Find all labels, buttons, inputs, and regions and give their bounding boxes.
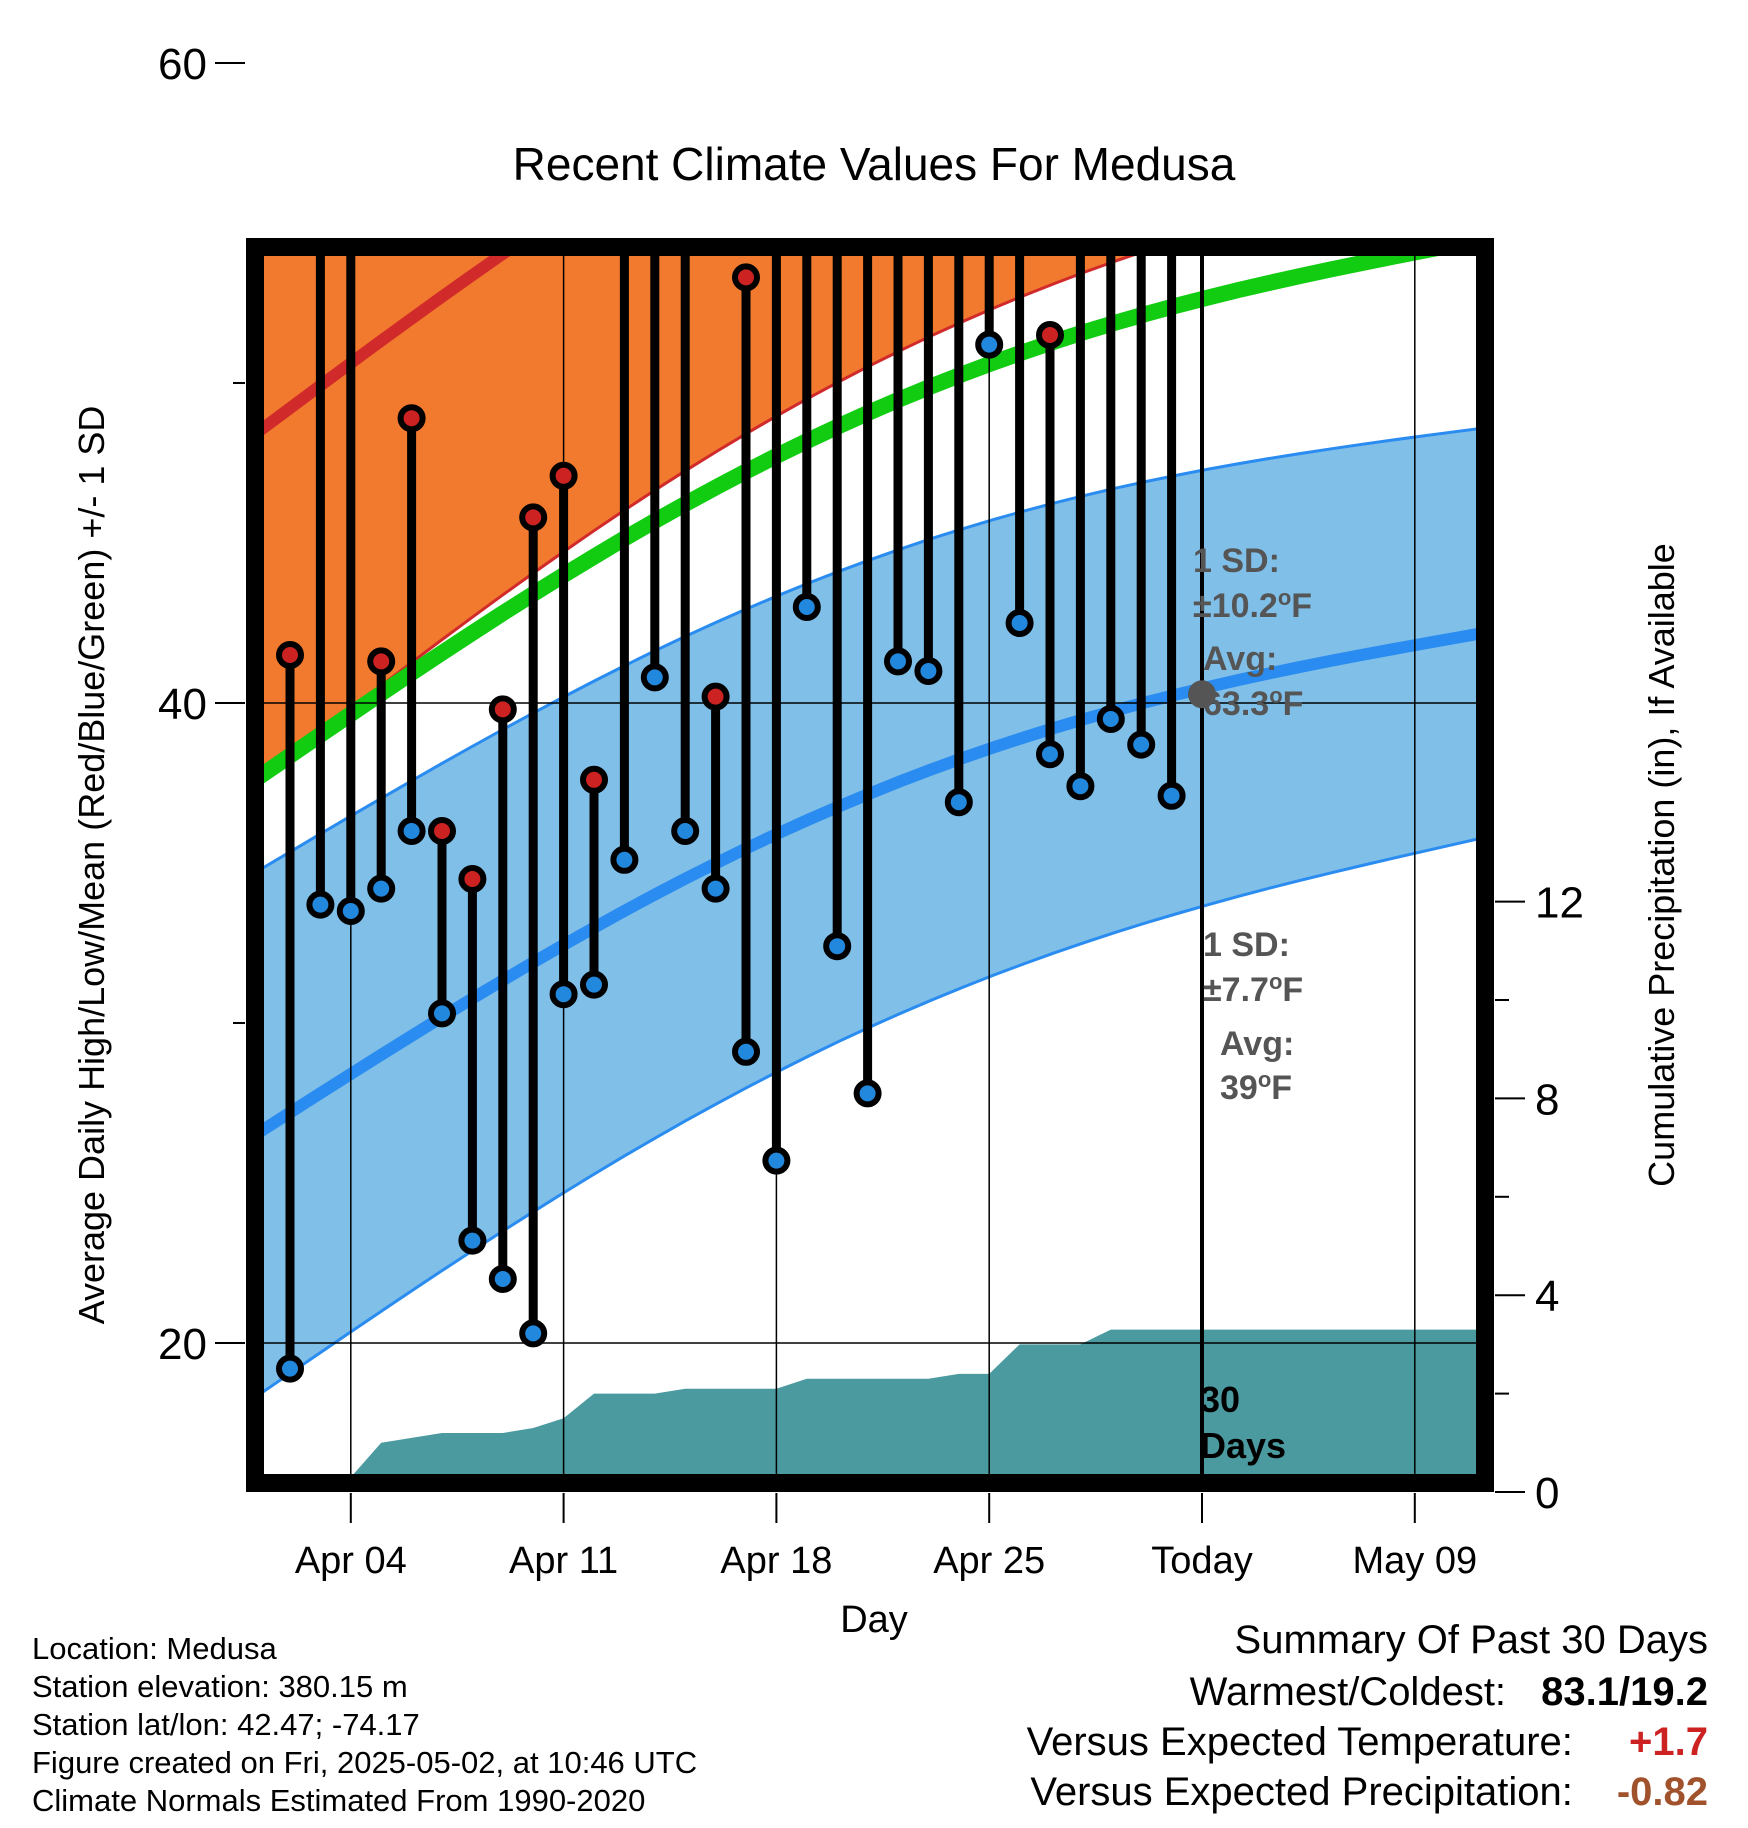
high-avg-label: Avg: (1203, 640, 1277, 678)
chart-title: Recent Climate Values For Medusa (513, 138, 1236, 190)
warm-cold-label: Warmest/Coldest: (1189, 1670, 1507, 1714)
high-point (549, 461, 578, 490)
low-point (488, 1265, 517, 1293)
precip-label: Versus Expected Precipitation: (1030, 1770, 1573, 1814)
low-point (975, 330, 1004, 359)
high-avg-value: 63.3oF (1203, 683, 1303, 723)
y2-tick-label: 0 (1535, 1469, 1559, 1518)
elevation-text: Station elevation: 380.15 m (32, 1669, 408, 1704)
y-tick-label: 20 (158, 1320, 207, 1369)
high-point (276, 641, 304, 669)
high-point (458, 865, 487, 893)
high-point (580, 765, 608, 794)
high-point (674, 0, 696, 10)
high-point (519, 503, 548, 532)
low-point (701, 874, 730, 903)
y-tick-label: 60 (158, 40, 207, 89)
x-tick-label: May 09 (1352, 1540, 1477, 1582)
temp-value: +1.7 (1629, 1720, 1708, 1764)
low-point (1096, 705, 1125, 733)
low-point (640, 663, 669, 692)
low-sd-label: 1 SD: (1203, 926, 1290, 964)
low-point (276, 1354, 304, 1383)
precip-value: -0.82 (1616, 1770, 1708, 1814)
x-tick-label: Apr 25 (933, 1540, 1045, 1582)
low-point (1005, 609, 1034, 637)
low-point (914, 657, 943, 685)
y2-tick-label: 8 (1535, 1075, 1559, 1124)
x-axis-label: Day (840, 1599, 908, 1641)
low-avg-value: 39oF (1220, 1067, 1292, 1107)
low-avg-label: Avg: (1220, 1025, 1294, 1063)
y-tick-label: 40 (158, 680, 207, 729)
low-point (549, 980, 578, 1009)
low-point (671, 817, 700, 845)
high-point (367, 647, 396, 676)
low-point (1036, 740, 1064, 769)
low-point (884, 647, 912, 676)
low-avg-marker (1188, 680, 1216, 709)
summary-title: Summary Of Past 30 Days (1234, 1618, 1708, 1662)
low-point (944, 788, 973, 817)
y2-axis-label: Cumulative Precipitation (in), If Availa… (1641, 543, 1682, 1187)
low-point (367, 874, 396, 903)
low-point (732, 1037, 760, 1066)
warm-cold-row: Warmest/Coldest: 83.1/19.2 (1190, 1670, 1708, 1715)
high-sd-band (255, 247, 1158, 783)
temp-label: Versus Expected Temperature: (1026, 1720, 1573, 1764)
high-normal-line (255, 247, 524, 440)
days-number: 30 (1200, 1379, 1240, 1420)
y2-tick-label: 4 (1535, 1272, 1559, 1321)
high-point (857, 46, 879, 68)
low-point (792, 593, 821, 621)
low-point (306, 890, 335, 919)
low-point (1157, 781, 1186, 810)
low-point (853, 1079, 882, 1108)
low-sd-value: ±7.7oF (1203, 969, 1303, 1009)
plot-inner: 1 SD: ±10.2oF Avg: 63.3oF 1 SD: ±7.7oF Avg: 39o… (255, 0, 1485, 1483)
low-point (519, 1319, 548, 1348)
normals-text: Climate Normals Estimated From 1990-2020 (32, 1783, 646, 1818)
low-point (1066, 772, 1095, 801)
low-point (610, 845, 639, 874)
high-point (1036, 321, 1064, 349)
high-sd-label: 1 SD: (1193, 542, 1280, 580)
plot-area: 1 SD: ±10.2oF Avg: 63.3oF 1 SD: ±7.7oF Avg: 39o… (158, 0, 1584, 1582)
y2-tick-label: 12 (1535, 879, 1584, 928)
precip-row: Versus Expected Precipitation: -0.82 (1030, 1770, 1708, 1815)
high-sd-value: ±10.2oF (1193, 585, 1312, 625)
high-point (701, 682, 730, 711)
plot-frame (246, 238, 1494, 1492)
high-point (732, 263, 760, 292)
low-point (580, 970, 608, 999)
x-tick-label: Apr 11 (509, 1540, 618, 1582)
precip-cumulative-area (275, 1329, 1485, 1483)
y-axis-label: Average Daily High/Low/Mean (Red/Blue/Gr… (71, 406, 112, 1325)
x-tick-label: Today (1151, 1540, 1252, 1582)
low-point (428, 999, 456, 1028)
created-text: Figure created on Fri, 2025-05-02, at 10… (32, 1745, 698, 1780)
days-word: Days (1200, 1425, 1286, 1466)
x-tick-label: Apr 18 (720, 1540, 832, 1582)
warm-cold-value: 83.1/19.2 (1541, 1670, 1708, 1714)
low-point (397, 817, 426, 845)
low-point (1127, 730, 1156, 759)
high-point (428, 817, 456, 845)
latlon-text: Station lat/lon: 42.47; -74.17 (32, 1707, 420, 1742)
location-text: Location: Medusa (32, 1631, 277, 1666)
high-point (340, 26, 362, 48)
low-point (762, 1146, 791, 1175)
high-point (488, 695, 517, 724)
low-point (823, 932, 852, 961)
temp-row: Versus Expected Temperature: +1.7 (1027, 1720, 1708, 1765)
high-sd-upper-edge (255, 0, 1485, 85)
low-point (336, 897, 365, 925)
x-tick-label: Apr 04 (295, 1540, 407, 1582)
low-point (458, 1226, 487, 1255)
high-point (397, 404, 426, 433)
